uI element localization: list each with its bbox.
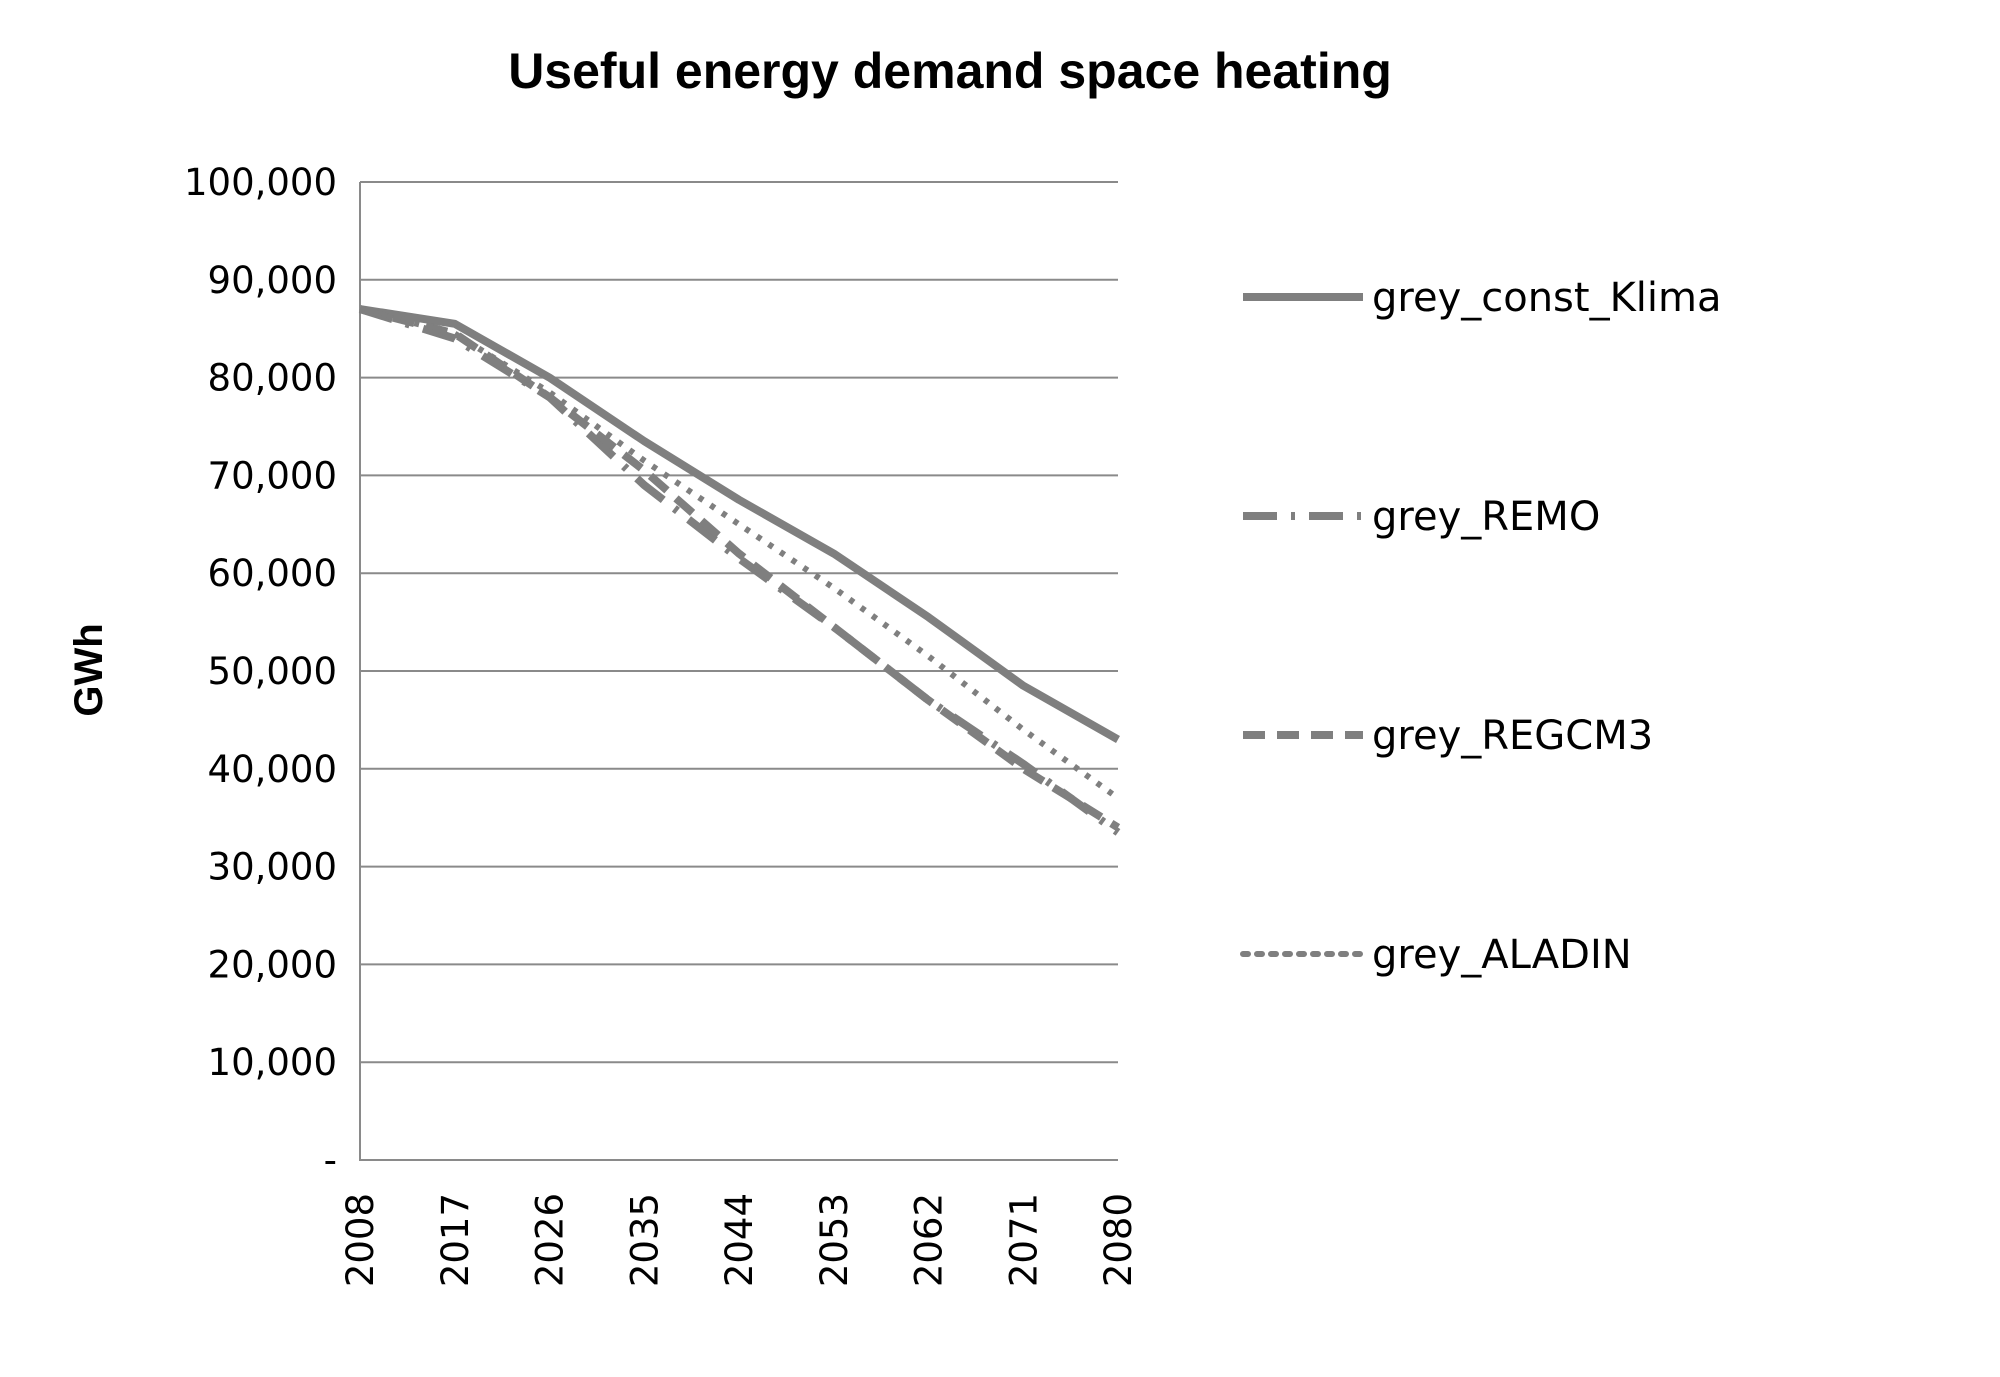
y-tick-label: 20,000 [208, 943, 337, 986]
x-tick-label: 2071 [1002, 1193, 1045, 1287]
legend-label: grey_ALADIN [1372, 932, 1632, 978]
chart-title: Useful energy demand space heating [508, 43, 1392, 99]
legend: grey_const_Klima grey_REMO grey_REGCM3grey… [1240, 275, 1722, 978]
y-tick-label: 90,000 [208, 259, 337, 302]
x-tick-label: 2035 [623, 1193, 666, 1287]
y-tick-label: - [324, 1139, 337, 1182]
series-lines [358, 305, 1121, 836]
y-tick-label: 40,000 [208, 748, 337, 791]
x-tick-label: 2017 [434, 1193, 477, 1287]
plot-axes [359, 182, 1118, 1161]
y-tick-label: 100,000 [184, 161, 337, 204]
x-tick-label: 2053 [813, 1193, 856, 1287]
series-line-grey-regcm3 [358, 305, 1121, 831]
x-tick-label: 2080 [1097, 1193, 1140, 1287]
series-line-grey-const-klima [359, 305, 1120, 743]
gridlines [360, 181, 1118, 1064]
y-tick-label: 30,000 [208, 846, 337, 889]
x-tick-label: 2026 [529, 1193, 572, 1287]
x-tick-labels: 2008 2017 2026 2035 2044 2053 2062 2071 2080 [339, 1193, 1140, 1287]
y-tick-label: 50,000 [208, 650, 337, 693]
legend-label: grey_REMO [1372, 494, 1600, 540]
x-tick-label: 2008 [339, 1193, 382, 1287]
y-axis-label: GWh [67, 623, 111, 716]
x-tick-label: 2044 [718, 1193, 761, 1287]
y-tick-label: 10,000 [208, 1041, 337, 1084]
x-tick-label: 2062 [908, 1193, 951, 1287]
y-tick-label: 80,000 [208, 357, 337, 400]
y-tick-label: 60,000 [208, 552, 337, 595]
y-tick-labels: - 10,000 20,000 30,000 40,000 50,000 60,000 70,… [184, 161, 337, 1182]
legend-label: grey_REGCM3 [1372, 713, 1653, 759]
axes [359, 182, 1118, 1161]
y-tick-label: 70,000 [208, 454, 337, 497]
legend-label: grey_const_Klima [1372, 275, 1722, 321]
